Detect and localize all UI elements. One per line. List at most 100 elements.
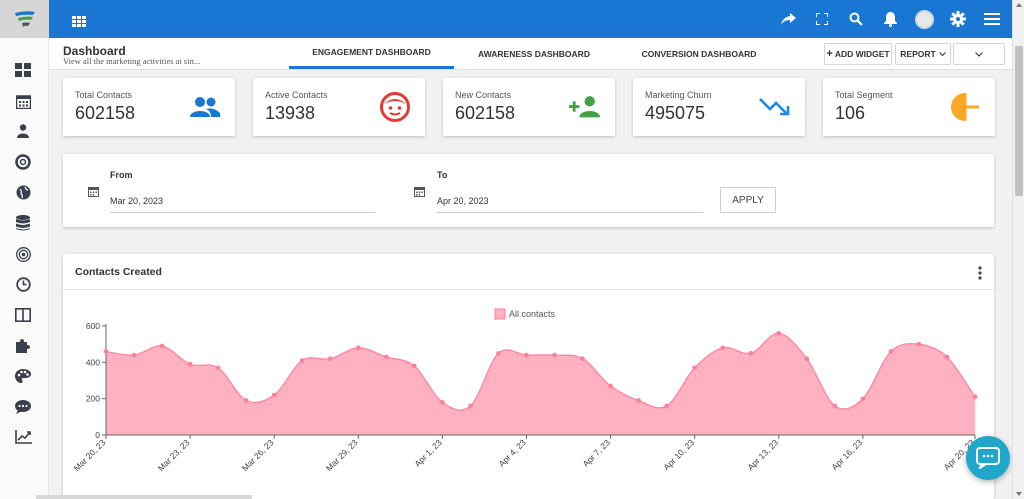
tab-conversion-dashboard[interactable]: CONVERSION DASHBOARD xyxy=(641,48,757,59)
data-point xyxy=(832,403,838,409)
chevron-down-icon xyxy=(938,49,946,59)
stat-label: New Contacts xyxy=(455,90,512,100)
share-icon[interactable] xyxy=(778,9,798,29)
calendar-icon[interactable] xyxy=(414,184,426,197)
tab-engagement-dashboard[interactable]: ENGAGEMENT DASHBOARD xyxy=(289,38,454,69)
data-point xyxy=(187,361,193,367)
data-point xyxy=(664,403,669,409)
stat-card-total-contacts[interactable]: Total Contacts 602158 xyxy=(63,78,235,136)
grid-apps-icon[interactable] xyxy=(72,14,86,27)
menu-icon[interactable] xyxy=(982,9,1002,29)
stat-value: 495075 xyxy=(645,103,706,123)
plus-icon: + xyxy=(826,48,833,60)
bell-icon[interactable] xyxy=(880,9,900,29)
y-tick-label: 0 xyxy=(95,430,100,440)
chat-support-button[interactable] xyxy=(966,436,1010,480)
fullscreen-icon[interactable] xyxy=(812,9,832,29)
chart-legend[interactable]: All contacts xyxy=(494,308,556,320)
report-label: REPORT xyxy=(900,49,936,59)
puzzle-icon[interactable] xyxy=(12,334,34,356)
avatar[interactable] xyxy=(914,9,934,29)
x-tick-label: Apr 7, 23 xyxy=(581,437,613,469)
scroll-up-icon[interactable] xyxy=(1016,3,1022,7)
y-tick-label: 400 xyxy=(86,357,100,367)
stat-card-marketing-churn[interactable]: Marketing Churn 495075 xyxy=(633,78,805,136)
data-point xyxy=(103,349,109,354)
scrollbar-thumb[interactable] xyxy=(1015,46,1023,196)
globe-icon[interactable] xyxy=(12,181,34,203)
options-dropdown[interactable] xyxy=(953,43,1005,65)
y-tick-label: 200 xyxy=(86,394,100,404)
more-options-icon[interactable] xyxy=(978,266,984,280)
logo[interactable] xyxy=(0,0,49,38)
data-point xyxy=(412,363,417,369)
from-label: From xyxy=(110,170,133,180)
data-point xyxy=(636,398,641,403)
apply-button[interactable]: APPLY xyxy=(720,187,776,213)
data-point xyxy=(748,350,754,356)
palette-icon[interactable] xyxy=(12,365,34,387)
tab-awareness-dashboard[interactable]: AWARENESS DASHBOARD xyxy=(478,48,590,59)
chevron-down-icon xyxy=(975,49,983,59)
stat-label: Total Contacts xyxy=(75,90,133,100)
stat-label: Total Segment xyxy=(835,90,893,100)
data-point xyxy=(159,343,165,349)
scroll-down-icon[interactable] xyxy=(1016,492,1022,496)
trend-chart-icon[interactable] xyxy=(12,426,34,448)
divider xyxy=(63,289,994,290)
face-icon xyxy=(379,91,411,123)
report-dropdown[interactable]: REPORT xyxy=(895,43,951,65)
add-person-icon xyxy=(569,91,601,123)
chat-icon[interactable] xyxy=(12,396,34,418)
calendar-icon[interactable] xyxy=(88,184,100,197)
data-point xyxy=(888,349,894,354)
data-point xyxy=(552,352,557,358)
page-subtitle: View all the marketing activities at sin… xyxy=(63,56,201,66)
stat-label: Active Contacts xyxy=(265,90,328,100)
data-point xyxy=(327,356,333,361)
calendar-icon[interactable] xyxy=(12,90,34,112)
data-point xyxy=(608,383,613,389)
from-date-input[interactable]: Mar 20, 2023 xyxy=(110,193,375,213)
gear-icon[interactable] xyxy=(948,9,968,29)
clock-icon[interactable] xyxy=(12,273,34,295)
stat-label: Marketing Churn xyxy=(645,90,712,100)
database-icon[interactable] xyxy=(12,212,34,234)
add-widget-label: ADD WIDGET xyxy=(834,49,890,59)
data-point xyxy=(468,403,473,409)
data-point xyxy=(692,365,697,371)
chat-bubble-icon xyxy=(976,447,1000,469)
data-point xyxy=(916,341,922,347)
page-header: Dashboard View all the marketing activit… xyxy=(49,38,1012,70)
people-icon xyxy=(189,91,221,123)
data-point xyxy=(243,398,249,403)
chart-title: Contacts Created xyxy=(75,266,162,278)
data-point xyxy=(944,354,950,360)
target-icon[interactable] xyxy=(12,243,34,265)
area-fill xyxy=(106,333,975,435)
stat-card-new-contacts[interactable]: New Contacts 602158 xyxy=(443,78,615,136)
horizontal-scrollbar[interactable] xyxy=(36,495,252,499)
search-icon[interactable] xyxy=(846,9,866,29)
data-point xyxy=(720,345,726,351)
stat-value: 602158 xyxy=(455,103,516,123)
lifebuoy-icon[interactable] xyxy=(12,151,34,173)
add-widget-button[interactable]: + ADD WIDGET xyxy=(824,43,892,65)
vertical-scrollbar[interactable] xyxy=(1012,0,1024,499)
data-point xyxy=(299,358,305,363)
data-point xyxy=(496,350,501,356)
dashboard-icon[interactable] xyxy=(12,59,34,81)
date-range-panel: From Mar 20, 2023 To Apr 20, 2023 APPLY xyxy=(63,154,994,227)
person-icon[interactable] xyxy=(12,120,34,142)
series-line xyxy=(105,332,976,411)
data-point xyxy=(215,365,221,371)
stat-card-total-segment[interactable]: Total Segment 106 xyxy=(823,78,995,136)
data-point xyxy=(804,356,810,361)
sidebar xyxy=(0,38,49,499)
x-tick-label: Mar 20, 23 xyxy=(72,437,108,473)
columns-icon[interactable] xyxy=(12,304,34,326)
stat-card-active-contacts[interactable]: Active Contacts 13938 xyxy=(253,78,425,136)
x-tick-label: Mar 29, 23 xyxy=(324,437,360,473)
to-date-input[interactable]: Apr 20, 2023 xyxy=(437,193,703,213)
data-point xyxy=(355,345,361,351)
